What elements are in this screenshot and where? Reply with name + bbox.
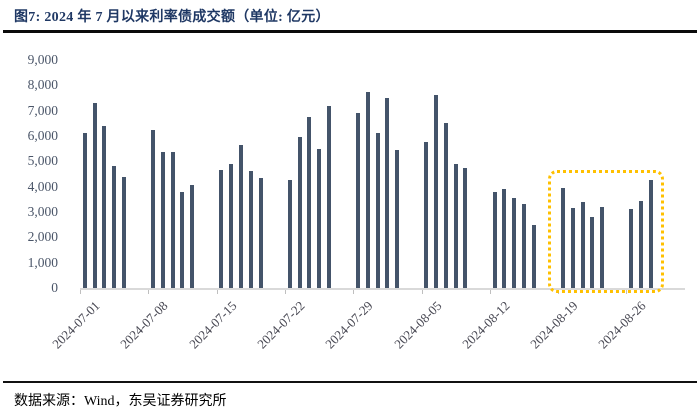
- y-axis-label: 8,000: [27, 77, 58, 93]
- x-axis-label: 2024-08-05: [390, 298, 445, 352]
- bar: [385, 98, 390, 288]
- bar: [356, 113, 361, 288]
- x-axis-label: 2024-08-26: [595, 298, 650, 352]
- bar: [629, 209, 634, 288]
- source-note: 数据来源：Wind，东吴证券研究所: [14, 394, 227, 409]
- bar: [512, 198, 517, 288]
- bar: [160, 152, 165, 288]
- bar: [326, 105, 331, 288]
- bar: [463, 167, 468, 288]
- title-rule: [3, 30, 697, 33]
- x-axis-tick: [353, 290, 355, 294]
- x-axis-label: 2024-08-12: [458, 298, 513, 352]
- y-axis-label: 7,000: [27, 102, 58, 118]
- bar: [102, 125, 107, 288]
- bar: [317, 148, 322, 288]
- bar: [239, 144, 243, 288]
- bar: [297, 137, 302, 288]
- y-axis-label: 0: [51, 280, 58, 295]
- x-axis-tick: [148, 290, 150, 294]
- x-axis-label: 2024-07-29: [322, 298, 376, 352]
- y-axis-label: 3,000: [27, 204, 58, 219]
- x-axis-label: 2024-07-22: [254, 298, 308, 352]
- bar: [521, 204, 526, 288]
- bar: [365, 91, 370, 288]
- bar: [151, 129, 156, 288]
- bar: [648, 180, 653, 288]
- x-axis-label: 2024-07-01: [49, 298, 103, 352]
- bar: [531, 224, 536, 288]
- y-axis-label: 9,000: [27, 52, 58, 67]
- figure-title: 图7: 2024 年 7 月以来利率债成交额（单位: 亿元）: [14, 10, 330, 25]
- bar: [580, 201, 585, 288]
- x-axis-tick: [284, 290, 286, 294]
- bar: [434, 95, 439, 288]
- bar: [229, 163, 234, 288]
- bar: [121, 176, 126, 288]
- bar: [395, 149, 400, 288]
- x-axis-tick: [216, 290, 218, 294]
- bar: [443, 123, 448, 288]
- bar: [307, 117, 312, 288]
- bar: [561, 187, 566, 288]
- bar: [424, 142, 429, 288]
- bar: [375, 133, 380, 288]
- bar: [170, 152, 175, 288]
- highlight-box: [548, 170, 664, 293]
- bar: [92, 103, 97, 288]
- bar: [248, 171, 253, 288]
- bar: [112, 166, 117, 288]
- x-axis-tick: [421, 290, 423, 294]
- bar: [258, 177, 263, 288]
- bar: [180, 191, 185, 288]
- bar: [190, 185, 195, 288]
- bar: [590, 217, 595, 288]
- bar: [639, 200, 644, 288]
- bar: [502, 189, 507, 288]
- x-axis-label: 2024-07-15: [185, 298, 240, 352]
- bar: [492, 191, 497, 288]
- y-axis-label: 5,000: [27, 153, 58, 169]
- footer-rule: [3, 381, 697, 383]
- x-axis-label: 2024-07-08: [117, 298, 171, 352]
- bar: [600, 206, 605, 288]
- bar: [287, 180, 292, 288]
- x-axis-label: 2024-08-19: [527, 298, 581, 352]
- bar: [570, 208, 575, 288]
- y-axis-label: 6,000: [27, 128, 58, 143]
- bar: [82, 133, 87, 288]
- x-axis-tick: [80, 290, 81, 294]
- y-axis-label: 1,000: [27, 254, 58, 270]
- x-axis-tick: [489, 290, 491, 294]
- y-axis-label: 4,000: [27, 178, 58, 194]
- x-axis-line: [80, 288, 685, 290]
- y-axis-label: 2,000: [27, 229, 58, 245]
- bar: [219, 170, 224, 288]
- bar: [453, 163, 458, 288]
